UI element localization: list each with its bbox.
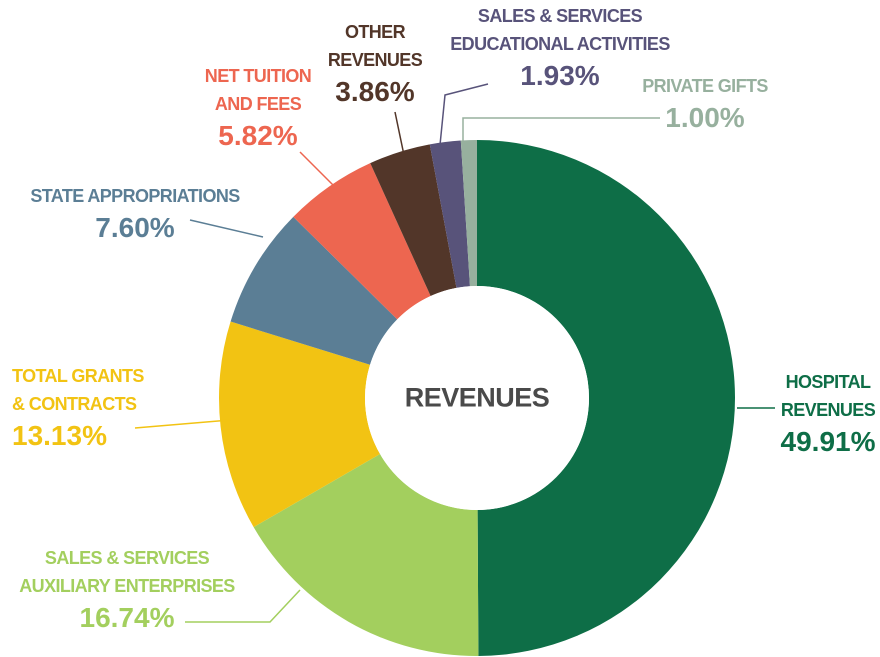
slice-label: OTHER REVENUES 3.86%: [327, 18, 423, 110]
value-label: 1.00%: [665, 102, 745, 133]
value-label: 49.91%: [780, 426, 876, 457]
value-label: 7.60%: [95, 212, 175, 243]
donut-slice: [460, 140, 477, 287]
slice-label: TOTAL GRANTS & CONTRACTS 13.13%: [12, 362, 144, 454]
center-label: REVENUES: [404, 382, 550, 413]
value-label: 3.86%: [335, 76, 415, 107]
leader-line: [189, 219, 264, 238]
value-label: 1.93%: [520, 60, 600, 91]
leader-line: [439, 83, 489, 146]
category-label: SALES & SERVICES EDUCATIONAL ACTIVITIES: [450, 6, 670, 54]
category-label: TOTAL GRANTS & CONTRACTS: [12, 366, 144, 414]
category-label: NET TUITION AND FEES: [204, 66, 312, 114]
slice-label: SALES & SERVICES EDUCATIONAL ACTIVITIES 1…: [450, 2, 670, 94]
value-label: 5.82%: [218, 120, 298, 151]
leader-line: [185, 589, 301, 623]
category-label: SALES & SERVICES AUXILIARY ENTERPRISES: [19, 548, 235, 596]
donut-slice: [293, 163, 431, 320]
donut-hole: [365, 286, 589, 510]
donut-slice: [218, 321, 381, 528]
value-label: 13.13%: [12, 420, 107, 451]
leader-line: [299, 151, 334, 186]
value-label: 16.74%: [79, 602, 175, 633]
donut-slice: [230, 216, 398, 365]
slice-label: PRIVATE GIFTS 1.00%: [642, 72, 768, 136]
slice-label: SALES & SERVICES AUXILIARY ENTERPRISES 16…: [19, 544, 235, 636]
donut-slice: [477, 140, 735, 656]
slice-label: STATE APPROPRIATIONS 7.60%: [30, 182, 240, 246]
slice-label: HOSPITAL REVENUES 49.91%: [781, 368, 876, 460]
slice-label: NET TUITION AND FEES 5.82%: [204, 62, 312, 154]
leader-line: [394, 111, 406, 161]
donut-slice: [429, 140, 470, 288]
category-label: STATE APPROPRIATIONS: [30, 186, 240, 206]
donut-slice: [370, 144, 457, 297]
leader-line: [134, 419, 231, 429]
category-label: PRIVATE GIFTS: [642, 76, 768, 96]
leader-line: [462, 117, 660, 145]
category-label: OTHER REVENUES: [327, 22, 423, 70]
donut-slice: [253, 454, 479, 657]
category-label: HOSPITAL REVENUES: [780, 372, 876, 420]
